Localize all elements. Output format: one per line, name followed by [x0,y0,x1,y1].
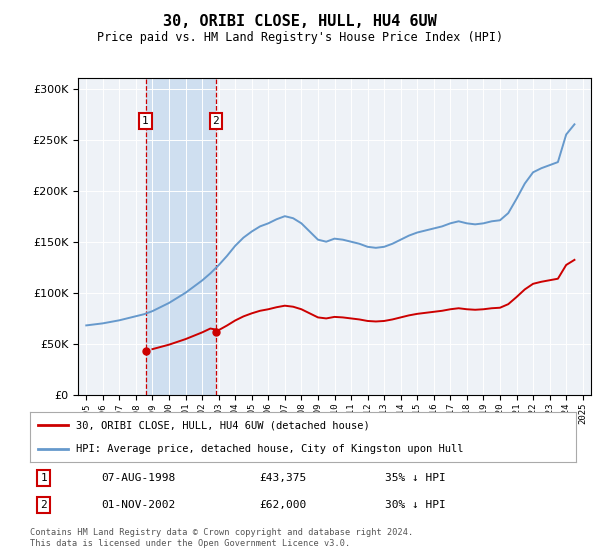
Text: 2: 2 [212,116,219,126]
Text: 07-AUG-1998: 07-AUG-1998 [101,473,175,483]
Text: 30% ↓ HPI: 30% ↓ HPI [385,500,446,510]
Text: This data is licensed under the Open Government Licence v3.0.: This data is licensed under the Open Gov… [30,539,350,548]
Text: 2: 2 [40,500,47,510]
Text: 35% ↓ HPI: 35% ↓ HPI [385,473,446,483]
Text: 1: 1 [40,473,47,483]
Text: £62,000: £62,000 [259,500,307,510]
Text: £43,375: £43,375 [259,473,307,483]
Text: 30, ORIBI CLOSE, HULL, HU4 6UW (detached house): 30, ORIBI CLOSE, HULL, HU4 6UW (detached… [76,420,370,430]
Text: 01-NOV-2002: 01-NOV-2002 [101,500,175,510]
Text: Price paid vs. HM Land Registry's House Price Index (HPI): Price paid vs. HM Land Registry's House … [97,31,503,44]
Text: 30, ORIBI CLOSE, HULL, HU4 6UW: 30, ORIBI CLOSE, HULL, HU4 6UW [163,14,437,29]
Text: 1: 1 [142,116,149,126]
Bar [146,78,216,395]
Text: HPI: Average price, detached house, City of Kingston upon Hull: HPI: Average price, detached house, City… [76,445,464,454]
Text: Contains HM Land Registry data © Crown copyright and database right 2024.: Contains HM Land Registry data © Crown c… [30,528,413,536]
